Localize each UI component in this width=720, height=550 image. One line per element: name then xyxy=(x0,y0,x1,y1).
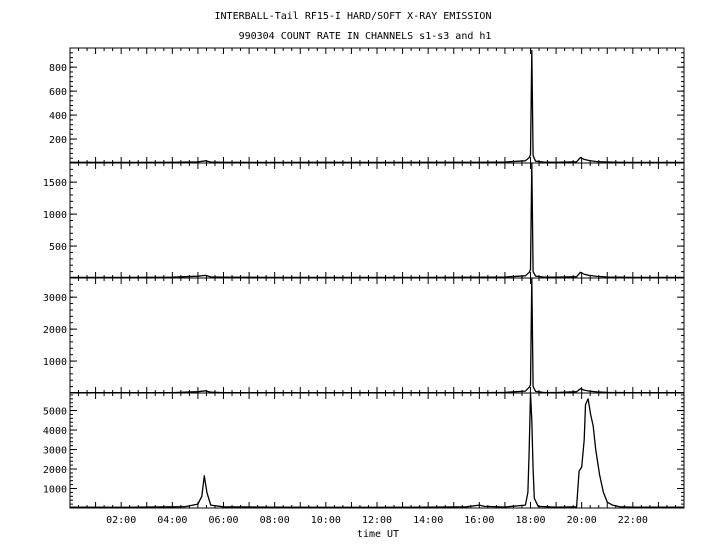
series-line xyxy=(69,49,684,164)
panel-frame xyxy=(69,277,685,394)
panels-group: 200 400 600 800 500 1000 1500 1000 2000 3000 1000 2… xyxy=(43,47,685,509)
series-line xyxy=(70,277,684,394)
y-tick-label: 2000 xyxy=(43,465,67,476)
x-tick-label: 04:00 xyxy=(157,515,187,526)
y-tick-label: 2000 xyxy=(43,325,67,336)
panel-3: 1000 2000 3000 xyxy=(43,277,685,394)
y-tick-label: 4000 xyxy=(43,426,67,437)
x-axis: 02:00 04:00 06:00 08:00 10:00 12:00 14:00 16:00… xyxy=(106,515,648,526)
x-tick-label: 14:00 xyxy=(413,515,443,526)
chart-subtitle: 990304 COUNT RATE IN CHANNELS s1-s3 and … xyxy=(239,31,492,42)
x-tick-label: 18:00 xyxy=(515,515,545,526)
y-tick-label: 1000 xyxy=(43,485,67,496)
panel-frame xyxy=(69,162,685,279)
y-tick-label: 3000 xyxy=(43,446,67,457)
y-tick-label: 600 xyxy=(49,87,67,98)
series-line xyxy=(69,392,684,508)
y-tick-label: 1000 xyxy=(43,210,67,221)
panel-2: 500 1000 1500 xyxy=(43,162,685,279)
y-tick-label: 800 xyxy=(49,63,67,74)
panel-4: 1000 2000 3000 4000 5000 xyxy=(43,392,685,509)
y-tick-label: 500 xyxy=(49,242,67,253)
panel-1: 200 400 600 800 xyxy=(49,47,685,164)
x-tick-label: 20:00 xyxy=(567,515,597,526)
y-tick-label: 1000 xyxy=(43,357,67,368)
x-tick-label: 12:00 xyxy=(362,515,392,526)
y-tick-label: 200 xyxy=(49,135,67,146)
series-line xyxy=(70,162,684,279)
chart-title: INTERBALL-Tail RF15-I HARD/SOFT X-RAY EM… xyxy=(215,11,492,22)
y-tick-label: 1500 xyxy=(43,178,67,189)
panel-frame xyxy=(69,392,685,509)
x-tick-label: 08:00 xyxy=(260,515,290,526)
x-tick-label: 10:00 xyxy=(311,515,341,526)
panel-frame xyxy=(69,47,685,164)
y-tick-label: 3000 xyxy=(43,293,67,304)
x-tick-label: 16:00 xyxy=(464,515,494,526)
x-tick-label: 22:00 xyxy=(618,515,648,526)
y-tick-label: 400 xyxy=(49,111,67,122)
y-tick-label: 5000 xyxy=(43,407,67,418)
x-axis-label: time UT xyxy=(357,529,399,540)
x-tick-label: 06:00 xyxy=(208,515,238,526)
x-tick-label: 02:00 xyxy=(106,515,136,526)
